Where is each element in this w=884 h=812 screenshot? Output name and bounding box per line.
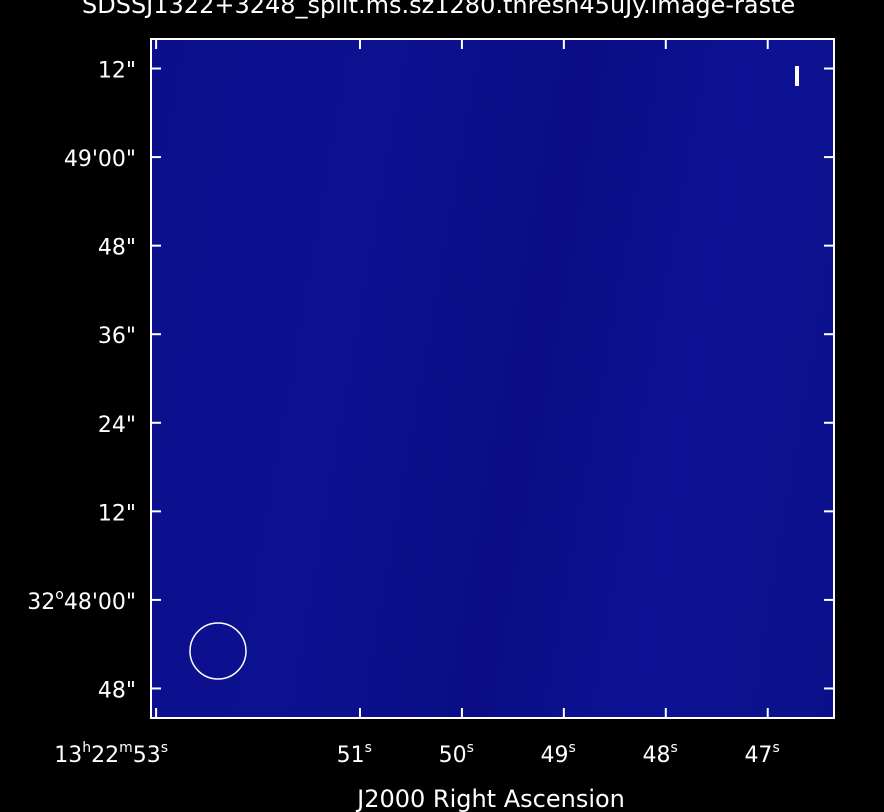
y-tick-label: 32o48'00" (27, 587, 136, 615)
y-tick-labels-group: 12" 49'00" 48" 36" 24" 12" 32o48'00" 48" (27, 59, 136, 704)
y-tick-label: 49'00" (64, 147, 136, 172)
y-tick-label: 24" (98, 413, 136, 438)
plot-title: SDSSJ1322+3248_split.ms.sz1280.thresh45u… (82, 0, 796, 19)
y-ticks-group (151, 67, 834, 690)
x-tick-label: 49s (541, 740, 576, 768)
x-tick-label: 13h22m53s (54, 740, 168, 768)
color-bar-marker (795, 66, 799, 86)
y-tick-label: 12" (98, 59, 136, 84)
y-tick-label: 48" (98, 678, 136, 703)
image-raster (150, 38, 835, 719)
x-tick-label: 51s (337, 740, 372, 768)
x-tick-label: 50s (439, 740, 474, 768)
x-axis-label: J2000 Right Ascension (355, 785, 625, 812)
x-tick-label: 48s (643, 740, 678, 768)
y-tick-label: 36" (98, 324, 136, 349)
y-tick-label: 48" (98, 236, 136, 261)
beam-ellipse (189, 622, 247, 680)
x-ticks-group (155, 39, 769, 718)
x-tick-label: 47s (744, 740, 779, 768)
x-tick-labels-group: 13h22m53s 51s 50s 49s 48s 47s (54, 740, 779, 768)
y-tick-label: 12" (98, 501, 136, 526)
